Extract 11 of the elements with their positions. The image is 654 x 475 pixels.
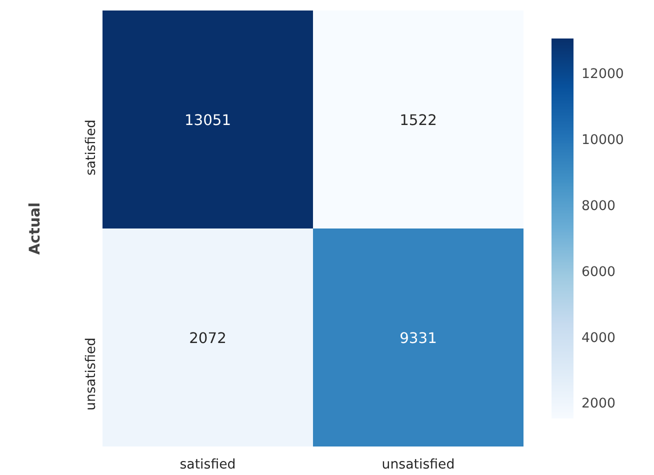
color-bar-label: 8000 <box>582 198 616 214</box>
color-bar-label: 12000 <box>582 67 624 82</box>
color-bar-label: 6000 <box>582 264 616 280</box>
color-bar-label: 10000 <box>582 133 624 148</box>
color-bar-label: 4000 <box>582 330 616 346</box>
data-label: 9331 <box>400 330 437 347</box>
color-bar-label: 2000 <box>582 396 616 412</box>
data-label: 13051 <box>184 112 232 129</box>
data-label: 2072 <box>189 330 226 347</box>
data-label: 1522 <box>400 112 437 129</box>
y-axis-title: Actual <box>26 202 44 255</box>
